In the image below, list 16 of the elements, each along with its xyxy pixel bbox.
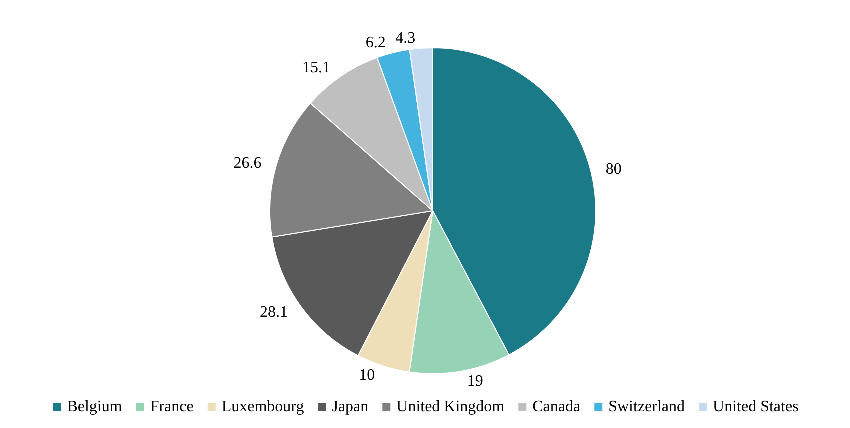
legend-label: Belgium (67, 398, 123, 416)
data-label: 4.3 (396, 30, 416, 47)
legend-label: Luxembourg (222, 398, 304, 416)
data-label: 19 (467, 372, 484, 390)
data-label: 80 (606, 160, 622, 178)
legend-label: Switzerland (608, 398, 686, 416)
data-label: 28.1 (260, 304, 288, 322)
legend-label: United States (713, 398, 799, 416)
data-label: 10 (359, 367, 376, 384)
data-label: 15.1 (302, 60, 330, 77)
legend-label: United Kingdom (396, 398, 506, 416)
data-label: 26.6 (234, 154, 262, 172)
data-label: 6.2 (366, 34, 386, 52)
legend-label: Canada (532, 398, 581, 416)
legend-label: France (150, 398, 194, 416)
legend-label: Japan (332, 398, 369, 416)
